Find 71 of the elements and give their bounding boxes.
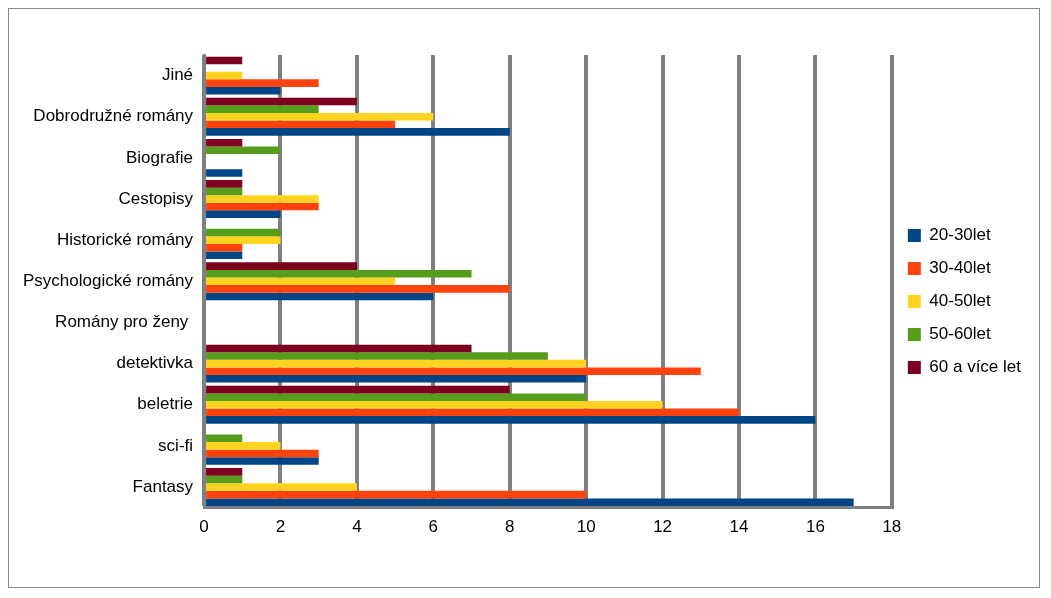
x-tick-label: 12 <box>653 517 673 537</box>
bar <box>206 359 587 368</box>
bar <box>206 344 472 353</box>
y-tick-label: detektivka <box>116 353 194 373</box>
bar <box>206 97 357 106</box>
bar <box>206 400 663 409</box>
bar <box>206 146 281 155</box>
x-tick-label: 2 <box>275 517 286 537</box>
bar <box>206 262 357 270</box>
bar <box>206 128 510 136</box>
bar <box>206 483 357 491</box>
bar <box>206 442 281 450</box>
bar <box>206 228 281 237</box>
bar <box>206 449 319 458</box>
y-tick-label: Romány pro ženy <box>55 312 194 332</box>
legend-label: 50-60let <box>929 324 992 344</box>
y-tick-label: Psychologické romány <box>23 270 194 290</box>
bar <box>206 374 587 383</box>
bar <box>206 408 739 417</box>
x-tick-label: 14 <box>729 517 749 537</box>
bar <box>206 490 587 499</box>
bar <box>206 416 816 424</box>
bar <box>206 292 434 301</box>
y-tick-label: Historické romány <box>57 229 194 249</box>
bar <box>206 367 701 375</box>
x-tick-label: 16 <box>805 517 825 537</box>
legend-label: 60 a více let <box>929 357 1022 377</box>
legend-label: 30-40let <box>929 258 992 278</box>
y-tick-label: Dobrodružné romány <box>33 106 194 126</box>
bar <box>206 393 587 401</box>
bar <box>206 187 243 196</box>
bar <box>206 56 243 65</box>
bar <box>206 251 243 260</box>
y-tick-label: sci-fi <box>158 435 194 455</box>
legend-label: 20-30let <box>929 225 992 245</box>
bar <box>206 285 510 293</box>
bar <box>206 468 243 476</box>
bar <box>206 71 243 80</box>
bar <box>206 243 243 252</box>
bar <box>206 385 510 394</box>
bar <box>206 169 243 177</box>
y-tick-label: Fantasy <box>132 476 194 496</box>
bar <box>206 79 319 87</box>
bar <box>206 498 854 506</box>
bar <box>206 138 243 147</box>
bar <box>206 112 434 121</box>
bar <box>206 202 319 211</box>
bar <box>206 86 281 95</box>
bar <box>206 210 281 218</box>
y-tick-label: Biografie <box>125 147 194 167</box>
bar <box>206 457 319 465</box>
bar <box>206 180 243 188</box>
bar <box>206 236 281 244</box>
y-tick-label: Jiné <box>161 65 194 85</box>
bar <box>206 269 472 278</box>
bar <box>206 277 396 286</box>
y-tick-label: Cestopisy <box>118 188 194 208</box>
bar <box>206 475 243 484</box>
x-tick-label: 0 <box>199 517 209 537</box>
bar <box>206 195 319 203</box>
bar <box>206 352 548 360</box>
bar <box>206 120 396 129</box>
legend-label: 40-50let <box>929 291 992 311</box>
x-tick-label: 8 <box>505 517 515 537</box>
x-tick-label: 10 <box>576 517 596 537</box>
x-tick-label: 18 <box>882 517 902 537</box>
bar <box>206 434 243 443</box>
x-tick-label: 6 <box>428 517 439 537</box>
bar <box>206 105 319 113</box>
y-tick-label: beletrie <box>137 394 194 414</box>
x-tick-label: 4 <box>352 517 362 537</box>
